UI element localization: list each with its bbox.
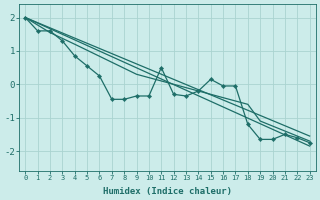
X-axis label: Humidex (Indice chaleur): Humidex (Indice chaleur) xyxy=(103,187,232,196)
